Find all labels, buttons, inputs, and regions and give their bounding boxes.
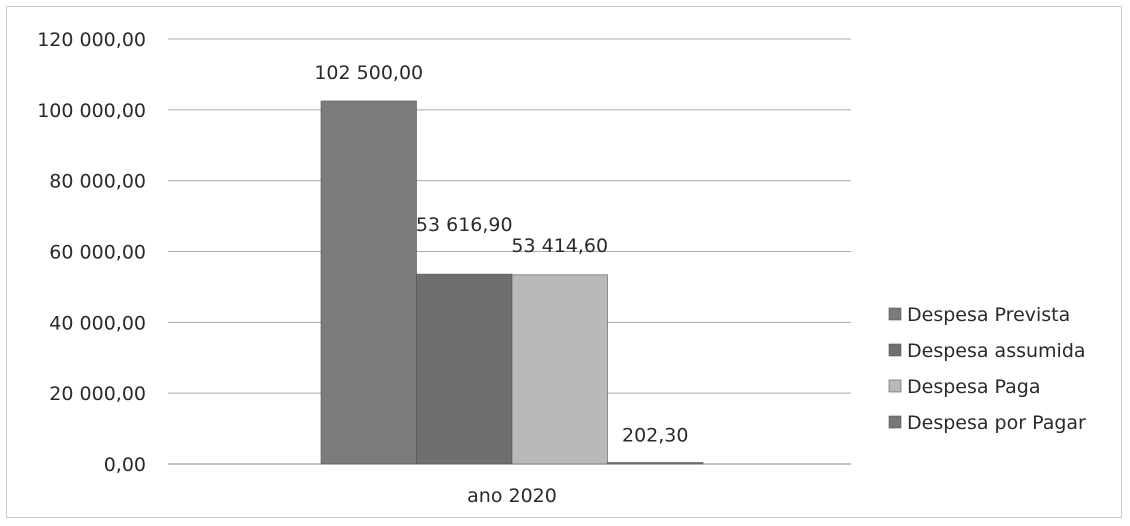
y-tick-label: 0,00 xyxy=(104,454,146,476)
legend: Despesa Prevista Despesa assumida Despesa … xyxy=(888,304,1086,434)
bar xyxy=(511,274,608,465)
data-label: 53 414,60 xyxy=(511,235,608,257)
data-label: 53 616,90 xyxy=(416,214,513,236)
legend-swatch xyxy=(888,307,902,321)
data-label: 202,30 xyxy=(622,424,688,446)
y-tick-label: 120 000,00 xyxy=(37,29,146,51)
legend-swatch xyxy=(888,379,902,393)
legend-label: Despesa assumida xyxy=(907,340,1086,362)
x-axis-category-labels: ano 2020 xyxy=(467,485,557,507)
y-tick-label: 60 000,00 xyxy=(49,242,146,264)
legend-label: Despesa por Pagar xyxy=(907,412,1086,434)
y-tick-label: 100 000,00 xyxy=(37,100,146,122)
bars xyxy=(320,100,704,465)
y-tick-label: 40 000,00 xyxy=(49,312,146,334)
gridlines xyxy=(168,38,851,465)
legend-label: Despesa Paga xyxy=(907,376,1041,398)
legend-swatch xyxy=(888,415,902,429)
bar xyxy=(607,462,704,465)
y-tick-label: 80 000,00 xyxy=(49,171,146,193)
y-tick-label: 20 000,00 xyxy=(49,383,146,405)
legend-label: Despesa Prevista xyxy=(907,304,1070,326)
data-label: 102 500,00 xyxy=(314,62,423,84)
y-axis-tick-labels: 0,00 20 000,00 40 000,00 60 000,00 80 000,00… xyxy=(37,29,146,476)
x-category-label: ano 2020 xyxy=(467,485,557,507)
bar xyxy=(416,273,513,465)
bar xyxy=(320,100,417,465)
legend-swatch xyxy=(888,343,902,357)
